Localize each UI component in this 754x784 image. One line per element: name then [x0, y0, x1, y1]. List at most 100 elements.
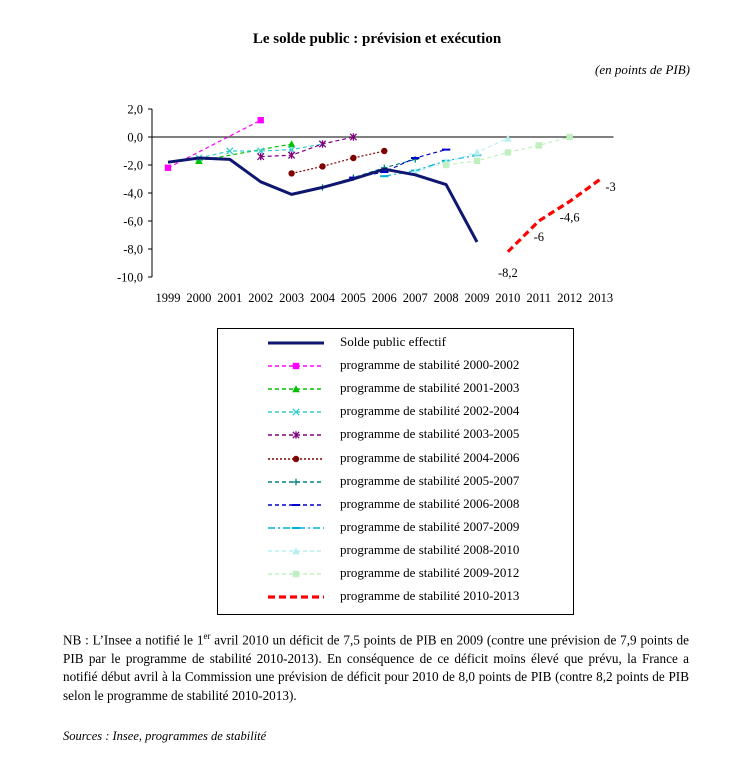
legend-swatch	[268, 362, 324, 370]
legend-swatch	[268, 526, 324, 529]
x-tick-label: 2001	[217, 291, 242, 305]
legend: Solde public effectif programme de stabil…	[217, 328, 574, 615]
legend-item: programme de stabilité 2004-2006	[218, 449, 573, 469]
x-tick-label: 2011	[527, 291, 552, 305]
legend-label: programme de stabilité 2004-2006	[340, 449, 520, 465]
legend-item: programme de stabilité 2010-2013	[218, 587, 573, 607]
series-2	[195, 140, 296, 164]
legend-label: programme de stabilité 2009-2012	[340, 565, 520, 580]
series-4	[257, 133, 358, 161]
sources-note: Sources : Insee, programmes de stabilité	[63, 729, 267, 743]
series-8	[380, 154, 482, 178]
y-tick-label: -6,0	[123, 215, 143, 229]
legend-label: programme de stabilité 2007-2009	[340, 518, 520, 534]
data-point	[535, 142, 542, 149]
legend-item: programme de stabilité 2002-2004	[218, 402, 573, 422]
y-tick-label: -10,0	[117, 271, 143, 285]
legend-item: programme de stabilité 2009-2012	[218, 564, 573, 584]
legend-marker	[292, 362, 300, 370]
series-line	[415, 137, 509, 173]
x-tick-label: 2007	[403, 291, 428, 305]
legend-item: programme de stabilité 2006-2008	[218, 495, 573, 515]
data-point	[164, 164, 172, 171]
data-point	[319, 163, 326, 170]
data-point	[195, 157, 203, 164]
data-point	[350, 154, 357, 162]
data-point	[566, 133, 573, 141]
legend-swatch	[268, 408, 324, 416]
data-point	[288, 170, 295, 177]
legend-item: programme de stabilité 2001-2003	[218, 379, 573, 399]
legend-label: Solde public effectif	[340, 334, 446, 349]
series-0	[167, 156, 479, 243]
series-line	[291, 150, 385, 174]
legend-item: programme de stabilité 2000-2002	[218, 356, 573, 376]
legend-item: programme de stabilité 2007-2009	[218, 518, 573, 538]
y-tick-label: 0,0	[127, 131, 143, 145]
legend-swatch	[268, 595, 324, 599]
legend-swatch	[268, 570, 324, 578]
data-point	[287, 140, 296, 148]
x-tick-label: 2006	[372, 291, 397, 305]
x-tick-label: 2012	[557, 291, 582, 305]
x-tick-label: 2003	[279, 291, 304, 305]
data-point	[349, 133, 358, 141]
data-point	[473, 157, 481, 164]
legend-swatch	[268, 431, 324, 440]
x-tick-label: 2010	[495, 291, 520, 305]
legend-label: programme de stabilité 2000-2002	[340, 357, 520, 373]
data-label: -8,2	[498, 266, 518, 280]
legend-label: programme de stabilité 2003-2005	[340, 426, 520, 442]
legend-label: programme de stabilité 2001-2003	[340, 380, 520, 396]
data-label: -3	[605, 180, 615, 194]
legend-item: programme de stabilité 2003-2005	[218, 425, 573, 445]
data-point	[504, 134, 512, 142]
series-11	[506, 177, 602, 253]
series-line	[167, 156, 479, 243]
unit-label: (en points de PIB)	[595, 62, 690, 77]
legend-marker	[292, 570, 300, 578]
data-point	[442, 161, 450, 169]
series-line	[198, 143, 323, 159]
legend-swatch	[268, 547, 324, 555]
data-point	[504, 149, 512, 156]
legend-marker	[292, 547, 300, 555]
legend-swatch	[268, 478, 324, 485]
x-tick-label: 2002	[248, 291, 273, 305]
legend-label: programme de stabilité 2002-2004	[340, 403, 520, 419]
legend-swatch	[268, 385, 324, 393]
y-tick-label: -4,0	[123, 187, 143, 201]
data-point	[257, 147, 265, 155]
series-line	[506, 177, 602, 253]
data-point	[257, 152, 265, 161]
legend-swatch	[268, 341, 324, 345]
legend-label: programme de stabilité 2006-2008	[340, 495, 520, 511]
footnote: NB : L’Insee a notifié le 1er avril 2010…	[63, 627, 689, 705]
legend-label: programme de stabilité 2008-2010	[340, 541, 520, 557]
footnote-prefix: NB : L’Insee a notifié le 1	[63, 632, 204, 648]
x-tick-label: 2004	[310, 291, 336, 305]
y-tick-label: -2,0	[123, 159, 143, 173]
x-tick-label: 2005	[341, 291, 366, 305]
x-tick-label: 2008	[434, 291, 459, 305]
x-tick-label: 2009	[465, 291, 490, 305]
legend-swatch	[268, 455, 324, 462]
legend-marker	[292, 431, 300, 440]
data-point	[318, 140, 327, 148]
legend-label: programme de stabilité 2010-2013	[340, 588, 520, 604]
legend-marker	[292, 408, 300, 416]
chart-title: Le solde public : prévision et exécution	[252, 31, 502, 47]
series-10	[442, 133, 573, 169]
data-point	[381, 147, 388, 155]
legend-item: programme de stabilité 2005-2007	[218, 472, 573, 492]
y-tick-label: 2,0	[127, 103, 143, 117]
data-point	[287, 151, 296, 159]
series-5	[288, 147, 388, 177]
data-point	[287, 145, 296, 154]
footnote-text: avril 2010 un déficit de 7,5 points de P…	[63, 632, 689, 703]
data-label: -4,6	[560, 210, 580, 224]
x-tick-label: 2013	[588, 291, 613, 305]
x-tick-label: 1999	[156, 291, 181, 305]
legend-item: programme de stabilité 2008-2010	[218, 541, 573, 561]
legend-label: programme de stabilité 2005-2007	[340, 472, 520, 488]
